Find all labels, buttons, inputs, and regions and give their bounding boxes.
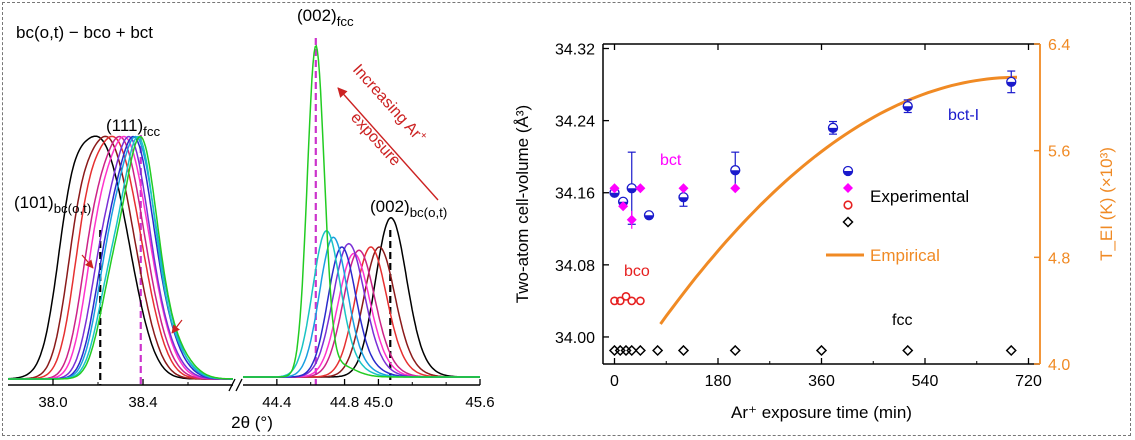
legend-bco-symbol <box>843 200 853 210</box>
fcc-point <box>608 344 621 357</box>
x-tick-label: 45.0 <box>364 394 393 411</box>
y2-axis-label: T_EI (K) (×10³) <box>1097 147 1116 261</box>
phase-label-bct: bct <box>660 152 682 169</box>
fcc-point <box>652 344 664 357</box>
fcc-point <box>729 344 741 357</box>
xrd-curve-segment-1 <box>8 135 233 380</box>
fcc-point <box>677 344 690 357</box>
x-tick-label: 38.4 <box>128 394 157 411</box>
legend-empirical: Empirical <box>870 246 940 265</box>
peak-label-002-bcot: (002)bc(o,t) <box>370 197 447 220</box>
phase-label-bco: bco <box>624 263 650 280</box>
bct-I-point-fill <box>610 192 619 198</box>
axis-break-mark <box>235 378 243 392</box>
y2-tick-label: 4.0 <box>1048 357 1070 374</box>
bct-I-point-fill <box>828 127 838 133</box>
bct-point <box>609 183 620 194</box>
y-axis-label: Two-atom cell-volume (Å³) <box>513 105 532 303</box>
bco-point <box>621 291 631 301</box>
legend-bct-I-symbol-fill <box>843 171 853 176</box>
peak-label-101-bcot: (101)bc(o,t) <box>14 193 91 216</box>
x-tick-label: 44.8 <box>330 394 359 411</box>
bco-point <box>610 296 619 306</box>
xrd-curve-segment-1 <box>8 135 233 380</box>
peak-label-111-fcc: (111)fcc <box>106 116 160 139</box>
xrd-curve-segment-2 <box>243 44 480 378</box>
fcc-point <box>815 344 828 357</box>
bct-I-point-fill <box>627 188 637 193</box>
bct-point <box>618 201 629 212</box>
bct-I-point-fill <box>644 215 654 220</box>
phase-label-fcc: fcc <box>892 312 912 329</box>
x-tick-label: 38.0 <box>38 394 67 411</box>
bct-I-point-fill <box>1006 81 1016 87</box>
fcc-point <box>902 344 914 357</box>
phase-label-bct-I: bct-I <box>948 107 979 124</box>
bct-I-point-fill <box>903 106 913 111</box>
legend-fcc-symbol <box>842 216 854 228</box>
increasing-exposure-arrow <box>337 87 439 201</box>
y2-tick-label: 4.8 <box>1048 250 1070 267</box>
y-tick-label: 34.32 <box>555 42 595 59</box>
x-axis-label: Ar⁺ exposure time (min) <box>731 403 912 422</box>
xrd-curve-segment-1 <box>8 135 233 380</box>
x-tick-label: 0 <box>610 373 619 390</box>
x-tick-label: 44.4 <box>262 394 291 411</box>
bct-I-point-fill <box>730 170 740 175</box>
x-axis-label: 2θ (°) <box>231 413 273 432</box>
bct-point <box>626 214 637 225</box>
x-tick-label: 180 <box>705 373 732 390</box>
fcc-point <box>614 344 626 357</box>
bco-point <box>635 296 645 306</box>
y-tick-label: 34.16 <box>555 186 595 203</box>
peak-label-002-fcc: (002)fcc <box>297 6 354 29</box>
x-tick-label: 540 <box>912 373 939 390</box>
xrd-curve-segment-2 <box>243 252 480 378</box>
cell-volume-panel: 0 180 360 540 720 34.00 34.08 34.16 34.24 34.32 4.… <box>513 37 1116 422</box>
bco-point <box>627 296 637 306</box>
y-tick-label: 34.08 <box>555 258 595 275</box>
bct-I-point-fill <box>679 197 688 202</box>
bct-point <box>730 183 741 194</box>
fcc-point <box>1005 344 1017 357</box>
x-tick-label: 360 <box>808 373 835 390</box>
y-tick-label: 34.00 <box>555 330 595 347</box>
panel-title: bc(o,t) − bco + bct <box>16 23 153 42</box>
empirical-curve <box>659 75 1018 325</box>
fcc-point <box>634 344 646 357</box>
axis-break-mark <box>228 378 236 392</box>
legend-experimental: Experimental <box>870 187 969 206</box>
y-tick-label: 34.24 <box>555 114 595 131</box>
x-tick-label: 45.6 <box>465 394 494 411</box>
xrd-panel: bc(o,t) − bco + bct 38.0 38.4 44.4 44.8 45.0 4… <box>8 6 495 432</box>
y2-tick-label: 5.6 <box>1048 144 1070 161</box>
shoulder-arrow <box>171 319 183 334</box>
bct-point <box>635 183 646 194</box>
bct-point <box>678 183 689 194</box>
x-tick-label: 720 <box>1015 373 1042 390</box>
shoulder-arrow <box>81 254 94 269</box>
fcc-point <box>620 344 632 357</box>
bco-point <box>615 296 625 306</box>
legend-bct-symbol <box>843 183 853 193</box>
fcc-point <box>626 344 638 357</box>
y2-tick-label: 6.4 <box>1048 37 1070 54</box>
